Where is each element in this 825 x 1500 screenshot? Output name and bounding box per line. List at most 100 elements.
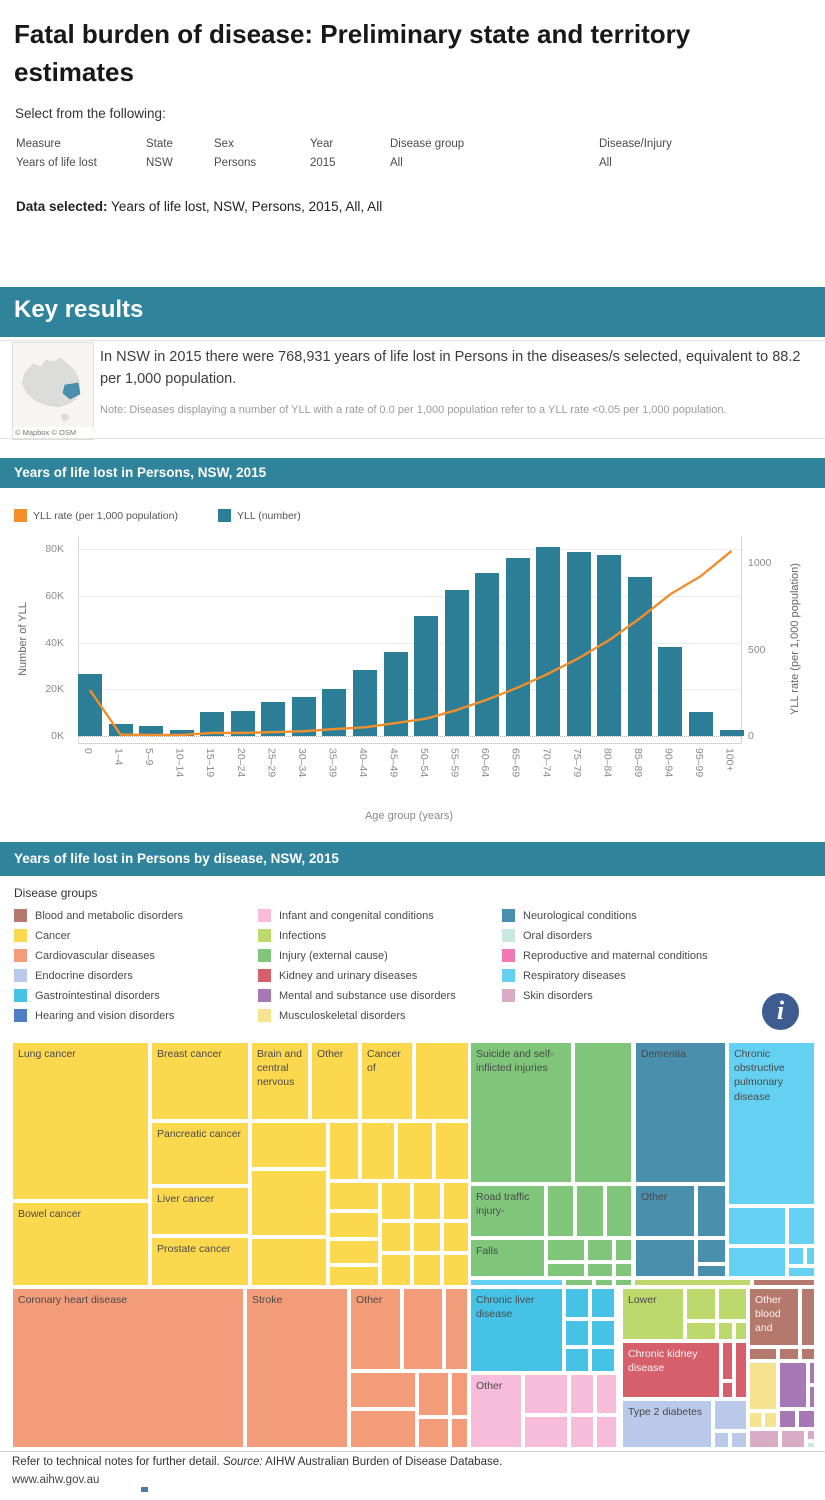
- treemap-cell[interactable]: [749, 1348, 777, 1360]
- treemap-cell[interactable]: [251, 1122, 327, 1168]
- treemap-cell[interactable]: [470, 1279, 563, 1286]
- treemap-cell[interactable]: [591, 1348, 615, 1372]
- treemap-cell-stroke[interactable]: Stroke: [246, 1288, 348, 1448]
- treemap-cell-chronic-obstructive-pulmonary-disease[interactable]: Chronic obstructive pulmonary disease: [728, 1042, 815, 1205]
- treemap-cell-other-blood-and[interactable]: Other blood and: [749, 1288, 799, 1346]
- treemap-cell[interactable]: [798, 1410, 815, 1428]
- treemap-cell-other[interactable]: Other: [350, 1288, 401, 1370]
- treemap-cell-other[interactable]: Other: [311, 1042, 359, 1120]
- treemap-cell[interactable]: [718, 1322, 733, 1340]
- treemap-cell[interactable]: [443, 1222, 469, 1252]
- treemap-cell-liver-cancer[interactable]: Liver cancer: [151, 1187, 249, 1235]
- treemap-cell[interactable]: [329, 1266, 379, 1286]
- bar-40-44[interactable]: [352, 670, 377, 736]
- treemap-cell[interactable]: [565, 1320, 589, 1346]
- treemap-cell-cancer-of[interactable]: Cancer of: [361, 1042, 413, 1120]
- treemap-cell[interactable]: [524, 1374, 568, 1414]
- bar-0[interactable]: [78, 674, 102, 736]
- treemap-cell[interactable]: [615, 1263, 632, 1277]
- treemap-cell[interactable]: [686, 1288, 716, 1320]
- disease-group-cvd[interactable]: Cardiovascular diseases: [14, 947, 155, 963]
- treemap-cell[interactable]: [547, 1263, 585, 1277]
- treemap-cell-dementia[interactable]: Dementia: [635, 1042, 726, 1183]
- treemap-cell[interactable]: [801, 1288, 815, 1346]
- bar-75-79[interactable]: [566, 552, 591, 736]
- bar-100[interactable]: [719, 729, 744, 736]
- treemap-cell[interactable]: [591, 1288, 615, 1318]
- disease-group-resp[interactable]: Respiratory diseases: [502, 967, 626, 983]
- treemap-cell-road-traffic-injury[interactable]: Road traffic injury-: [470, 1185, 545, 1237]
- treemap-cell[interactable]: [753, 1279, 815, 1286]
- treemap-cell[interactable]: [735, 1342, 747, 1398]
- treemap-cell[interactable]: [606, 1185, 632, 1237]
- treemap-cell-suicide-and-self-inflicted-injuries[interactable]: Suicide and self-inflicted injuries: [470, 1042, 572, 1183]
- filter-value-measure[interactable]: Years of life lost: [16, 157, 97, 169]
- legend-item-yll-rate-per-1-000-population[interactable]: YLL rate (per 1,000 population): [14, 507, 178, 523]
- treemap-cell[interactable]: [329, 1212, 379, 1238]
- filter-value-state[interactable]: NSW: [146, 157, 173, 169]
- treemap-cell[interactable]: [329, 1122, 359, 1180]
- treemap-cell[interactable]: [524, 1416, 568, 1448]
- treemap-cell-type-2-diabetes[interactable]: Type 2 diabetes: [622, 1400, 712, 1448]
- treemap-cell[interactable]: [413, 1182, 441, 1220]
- treemap-cell-chronic-liver-disease[interactable]: Chronic liver disease: [470, 1288, 563, 1372]
- treemap-cell[interactable]: [807, 1430, 815, 1440]
- info-icon[interactable]: i: [762, 993, 799, 1030]
- treemap-cell[interactable]: [381, 1182, 411, 1220]
- treemap-cell[interactable]: [350, 1372, 416, 1408]
- treemap-cell[interactable]: [413, 1222, 441, 1252]
- bar-10-14[interactable]: [169, 729, 194, 736]
- filter-value-year[interactable]: 2015: [310, 157, 336, 169]
- treemap-cell[interactable]: [350, 1410, 416, 1448]
- treemap-cell[interactable]: [809, 1362, 815, 1384]
- treemap-cell-coronary-heart-disease[interactable]: Coronary heart disease: [12, 1288, 244, 1448]
- treemap-cell-other[interactable]: Other: [470, 1374, 522, 1448]
- treemap-cell[interactable]: [722, 1342, 733, 1380]
- treemap-cell[interactable]: [451, 1418, 468, 1448]
- disease-group-oral[interactable]: Oral disorders: [502, 927, 592, 943]
- treemap-cell[interactable]: [547, 1239, 585, 1261]
- treemap-cell-pancreatic-cancer[interactable]: Pancreatic cancer: [151, 1122, 249, 1185]
- treemap-cell[interactable]: [251, 1170, 327, 1236]
- filter-value-sex[interactable]: Persons: [214, 157, 257, 169]
- treemap-cell[interactable]: [779, 1362, 807, 1408]
- bar-95-99[interactable]: [689, 711, 713, 736]
- treemap-cell[interactable]: [547, 1185, 574, 1237]
- disease-group-repro[interactable]: Reproductive and maternal conditions: [502, 947, 708, 963]
- bar-5-9[interactable]: [139, 725, 164, 736]
- treemap-cell[interactable]: [251, 1238, 327, 1286]
- treemap-cell-other[interactable]: Other: [635, 1185, 695, 1237]
- treemap-cell[interactable]: [381, 1254, 411, 1286]
- treemap-cell[interactable]: [697, 1265, 726, 1277]
- treemap-cell[interactable]: [576, 1185, 604, 1237]
- bar-70-74[interactable]: [536, 546, 561, 736]
- treemap-cell[interactable]: [418, 1418, 449, 1448]
- treemap-cell[interactable]: [587, 1263, 613, 1277]
- bar-65-69[interactable]: [505, 557, 530, 736]
- treemap-cell-falls[interactable]: Falls: [470, 1239, 545, 1277]
- treemap-cell-prostate-cancer[interactable]: Prostate cancer: [151, 1237, 249, 1286]
- treemap-cell[interactable]: [697, 1185, 726, 1237]
- treemap-cell-breast-cancer[interactable]: Breast cancer: [151, 1042, 249, 1120]
- treemap-cell[interactable]: [731, 1432, 747, 1448]
- treemap-cell[interactable]: [591, 1320, 615, 1346]
- disease-group-mental[interactable]: Mental and substance use disorders: [258, 987, 456, 1003]
- treemap-cell[interactable]: [415, 1042, 469, 1120]
- treemap-cell[interactable]: [714, 1432, 729, 1448]
- treemap-cell[interactable]: [735, 1322, 747, 1340]
- treemap-cell[interactable]: [749, 1430, 779, 1448]
- treemap-cell[interactable]: [806, 1247, 815, 1265]
- treemap-cell[interactable]: [574, 1042, 632, 1183]
- disease-group-skin[interactable]: Skin disorders: [502, 987, 593, 1003]
- treemap-cell-bowel-cancer[interactable]: Bowel cancer: [12, 1202, 149, 1286]
- treemap-cell[interactable]: [718, 1288, 747, 1320]
- filter-value-disease-group[interactable]: All: [390, 157, 403, 169]
- treemap-cell[interactable]: [779, 1410, 796, 1428]
- treemap-cell[interactable]: [779, 1348, 799, 1360]
- treemap-cell[interactable]: [596, 1374, 617, 1414]
- treemap-cell[interactable]: [788, 1207, 815, 1245]
- treemap-cell[interactable]: [728, 1247, 786, 1277]
- treemap-cell[interactable]: [418, 1372, 449, 1416]
- treemap-cell[interactable]: [615, 1239, 632, 1261]
- disease-group-kidney[interactable]: Kidney and urinary diseases: [258, 967, 417, 983]
